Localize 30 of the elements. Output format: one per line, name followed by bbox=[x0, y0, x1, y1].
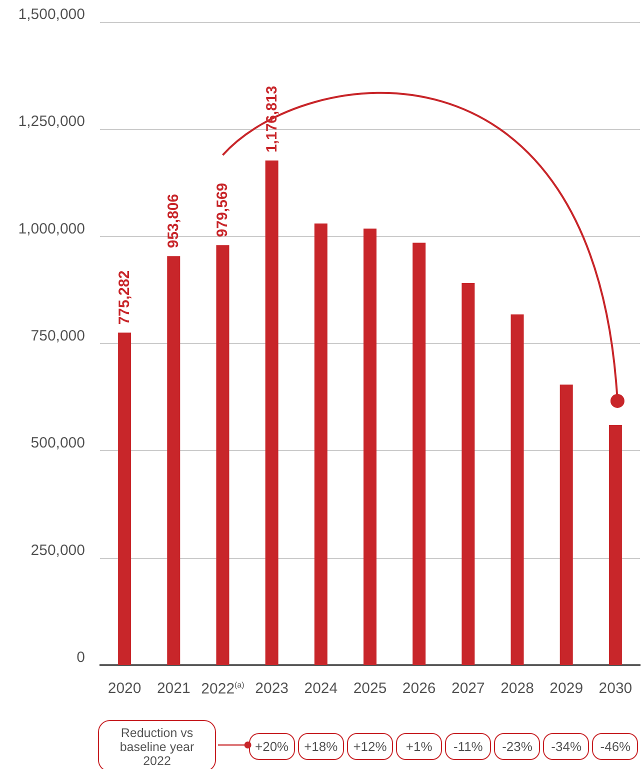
text: +1% bbox=[396, 733, 442, 760]
x-tick-label: 2026 bbox=[402, 680, 436, 697]
text: -46% bbox=[592, 733, 638, 760]
x-tick-label: 2028 bbox=[500, 680, 534, 697]
text: -34% bbox=[543, 733, 590, 760]
x-tick-label: 2025 bbox=[353, 680, 387, 697]
data-label: 1,176,813 bbox=[263, 86, 280, 153]
x-tick-label: 2029 bbox=[550, 680, 584, 697]
y-tick-label: 1,250,000 bbox=[18, 113, 85, 130]
text: +18% bbox=[298, 733, 344, 760]
x-tick-label: 2027 bbox=[451, 680, 485, 697]
y-tick-label: 1,000,000 bbox=[18, 220, 85, 238]
x-tick-label: 2021 bbox=[156, 680, 190, 697]
data-label: 979,569 bbox=[214, 182, 232, 238]
y-tick-label: 0 bbox=[76, 649, 85, 666]
data-label: 953,806 bbox=[165, 194, 182, 248]
text: Reduction vs baseline year 2022 bbox=[98, 720, 216, 769]
text: -23% bbox=[494, 733, 540, 760]
data-label: 775,282 bbox=[116, 270, 134, 325]
x-tick-label: 2023 bbox=[255, 680, 289, 697]
text: -11% bbox=[445, 733, 492, 760]
text: +20% bbox=[248, 733, 295, 760]
y-tick-label: 250,000 bbox=[30, 542, 85, 559]
x-tick-label: 2020 bbox=[108, 680, 142, 697]
y-tick-label: 500,000 bbox=[30, 434, 85, 452]
x-tick-label: 2024 bbox=[304, 680, 338, 697]
x-tick-label: 2030 bbox=[598, 680, 632, 697]
y-tick-label: 750,000 bbox=[30, 328, 85, 344]
y-tick-label: 1,500,000 bbox=[18, 6, 85, 23]
text: +12% bbox=[347, 733, 393, 760]
